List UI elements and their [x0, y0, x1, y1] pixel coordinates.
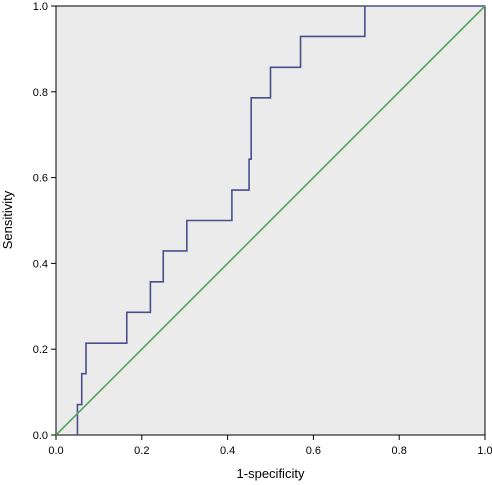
- y-tick-label: 0.8: [33, 87, 48, 99]
- y-tick-label: 0.4: [33, 258, 48, 270]
- x-tick-label: 0.6: [306, 445, 321, 457]
- y-tick-label: 1.0: [33, 1, 48, 13]
- roc-curve-line: [76, 5, 485, 435]
- reference-line: [55, 5, 486, 436]
- y-axis: 0.0 0.2 0.4 0.6 0.8 1.0: [33, 1, 56, 442]
- x-tick-label: 0.0: [48, 445, 63, 457]
- x-tick-label: 0.2: [134, 445, 149, 457]
- x-axis-title: 1-specificity: [237, 466, 305, 481]
- x-axis: 0.0 0.2 0.4 0.6 0.8 1.0: [48, 435, 492, 457]
- x-tick-label: 1.0: [477, 445, 492, 457]
- x-tick-label: 0.4: [220, 445, 235, 457]
- y-axis-title: Sensitivity: [0, 190, 15, 249]
- y-tick-label: 0.0: [33, 430, 48, 442]
- x-tick-label: 0.8: [392, 445, 407, 457]
- y-tick-label: 0.6: [33, 173, 48, 185]
- series-layer: [55, 5, 486, 436]
- y-tick-label: 0.2: [33, 344, 48, 356]
